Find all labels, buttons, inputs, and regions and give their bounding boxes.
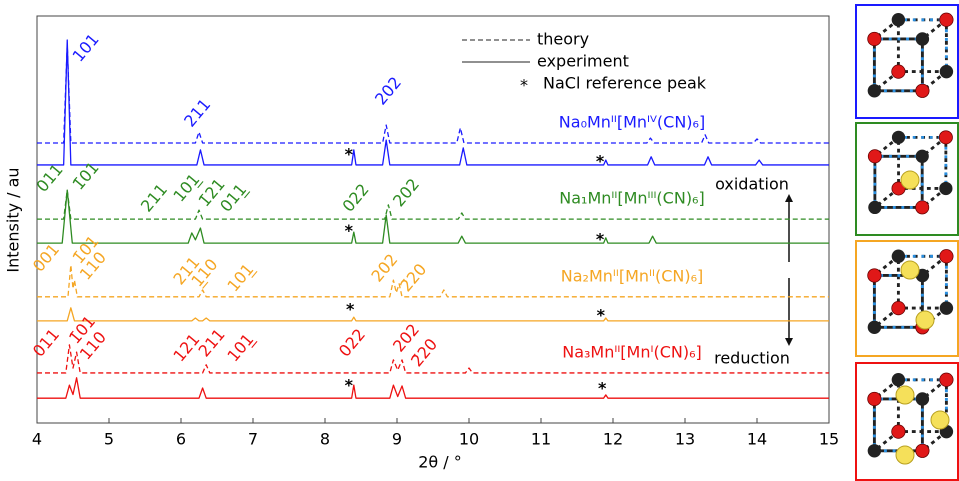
x-tick-label: 13 [675,430,695,449]
legend: theory experiment * NaCl reference peak [462,30,707,95]
theory-line [37,264,829,298]
trace-label: Na₂Mnᴵᴵ[Mnᴵᴵ(CN)₆] [561,266,703,285]
oxidation-label: oxidation [715,175,789,194]
legend-label: NaCl reference peak [543,74,707,93]
peak-label: 211 [195,325,229,361]
experiment-line [37,189,829,244]
ion [895,445,915,465]
experiment-line [37,307,829,322]
peak-label: 202 [371,73,405,109]
redox-arrow: oxidation reduction [714,175,793,368]
ion [930,410,950,430]
trace-label: Na₁Mnᴵᴵ[Mnᴵᴵᴵ(CN)₆] [559,189,704,208]
experiment-line [37,377,829,399]
peak-label: 2̄20 [396,260,430,296]
peak-label: 101 [69,30,103,66]
legend-label: theory [537,30,589,49]
reference-marker: * [346,299,355,318]
theory-line [37,44,829,144]
peak-label: 022 [339,180,373,216]
x-tick-label: 9 [392,430,402,449]
x-tick-label: 12 [603,430,623,449]
x-tick-label: 4 [32,430,42,449]
experiment-line [37,39,829,166]
x-tick-label: 7 [248,430,258,449]
peak-label: 202 [367,250,401,286]
x-axis-label: 2θ / ° [418,453,462,472]
reference-marker: * [345,145,354,164]
legend-marker: * [520,76,528,95]
ion [900,260,920,280]
x-tick-label: 8 [320,430,330,449]
reduction-label: reduction [714,349,790,368]
reference-marker: * [345,221,354,240]
peak-label: 211 [180,95,214,131]
trace-label: Na₀Mnᴵᴵ[Mnᴵⱽ(CN)₆] [559,112,705,131]
ion [895,385,915,405]
structure-panels [855,4,959,481]
peak-label: 101̲ [223,259,259,296]
peak-label: 211 [137,180,171,216]
x-tick-label: 10 [459,430,479,449]
x-tick-label: 14 [747,430,767,449]
peak-label: 101̲ [223,329,259,366]
peak-label: 022 [335,325,369,361]
x-tick-label: 15 [819,430,839,449]
x-tick-label: 11 [531,430,551,449]
ion [915,310,935,330]
ion [900,170,920,190]
x-tick-label: 6 [176,430,186,449]
theory-line [37,344,829,374]
reference-marker: * [598,378,607,397]
legend-label: experiment [537,52,629,71]
peak-label: 011 [29,325,63,361]
reference-marker: * [345,375,354,394]
trace-label: Na₃Mnᴵᴵ[Mnᴵ(CN)₆] [562,342,702,361]
reference-marker: * [597,305,606,324]
reference-marker: * [596,229,605,248]
reference-marker: * [596,152,605,171]
peak-label: 1̄01 [69,158,103,194]
x-tick-label: 5 [104,430,114,449]
y-axis-label: Intensity / au [4,167,23,272]
peak-label: 001 [29,240,63,276]
peak-label: 202 [389,175,423,211]
